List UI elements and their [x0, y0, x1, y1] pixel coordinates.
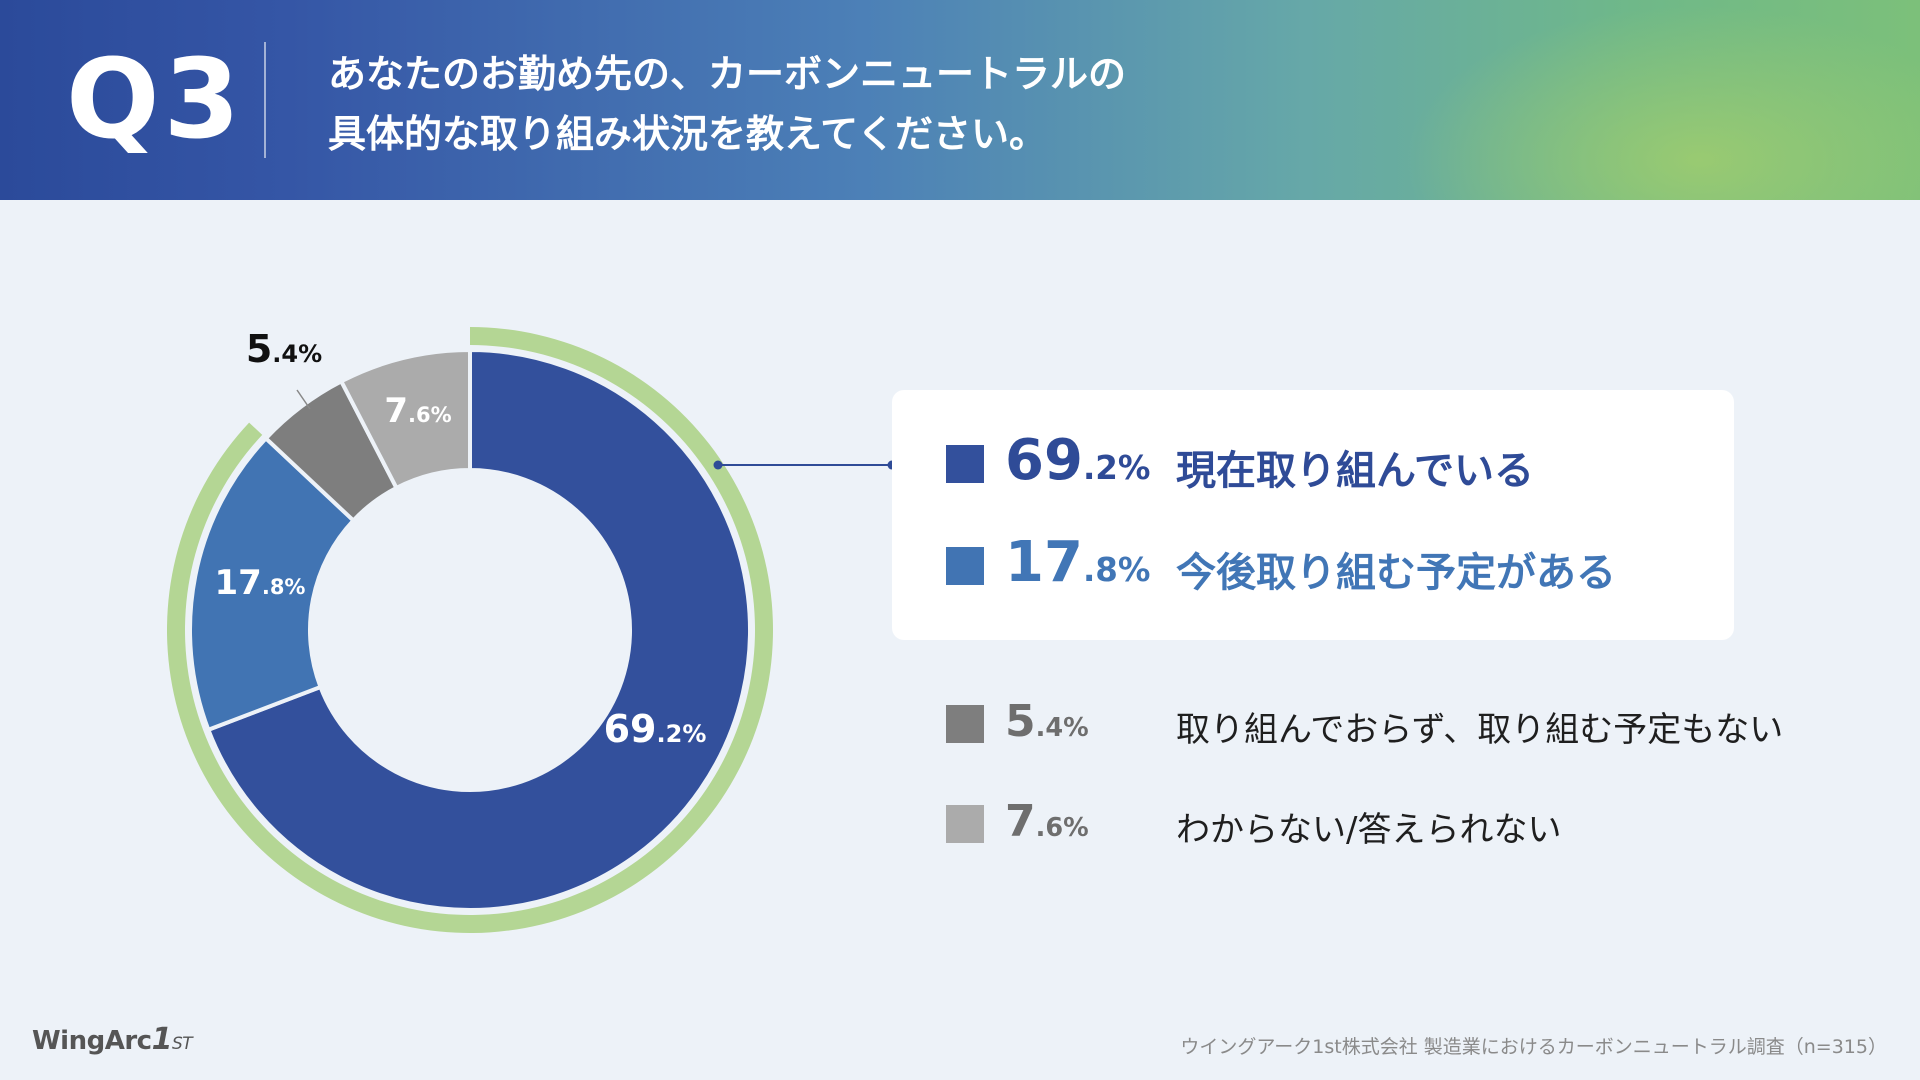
donut-slice-0: [205, 347, 752, 912]
legend-swatch: [946, 805, 984, 843]
legend-swatch: [946, 547, 984, 585]
legend-highlight-box: [892, 390, 1734, 640]
question-number: Q3: [66, 35, 245, 163]
question-line-2: 具体的な取り組み状況を教えてください。: [328, 112, 1047, 156]
question-line-1: あなたのお勤め先の、カーボンニュートラルの: [328, 52, 1127, 96]
legend-percent: 5.4%: [1005, 696, 1089, 747]
slice-label-3: 7.6%: [384, 391, 451, 431]
slice-label-1: 17.8%: [215, 563, 306, 603]
source-note: ウイングアーク1st株式会社 製造業におけるカーボンニュートラル調査（n=315…: [1180, 1036, 1887, 1058]
donut-slice-1: [188, 435, 357, 733]
legend-percent: 17.8%: [1005, 530, 1151, 595]
legend-percent: 7.6%: [1005, 796, 1089, 847]
legend-label: 取り組んでおらず、取り組む予定もない: [1176, 710, 1784, 750]
legend-percent: 69.2%: [1005, 428, 1151, 493]
legend-label: 現在取り組んでいる: [1176, 448, 1534, 494]
header-divider: [264, 42, 266, 158]
legend-swatch: [946, 445, 984, 483]
leader-line-small: [296, 389, 311, 410]
wingarc-logo: WingArc1ST: [32, 1022, 193, 1057]
slice-label-0: 69.2%: [604, 707, 707, 751]
legend-label: わからない/答えられない: [1176, 810, 1562, 850]
leader-dot-start: [713, 460, 723, 470]
legend-swatch: [946, 705, 984, 743]
slice-label-2: 5.4%: [246, 327, 322, 371]
slice-layer: [188, 347, 752, 912]
question-text: あなたのお勤め先の、カーボンニュートラルの 具体的な取り組み状況を教えてください…: [328, 44, 1528, 164]
header-banner: Q3 あなたのお勤め先の、カーボンニュートラルの 具体的な取り組み状況を教えてく…: [0, 0, 1920, 200]
label-layer: 69.2% 17.8% 5.4% 7.6%: [215, 327, 707, 751]
donut-slice-3: [338, 347, 472, 491]
legend-label: 今後取り組む予定がある: [1176, 550, 1616, 596]
